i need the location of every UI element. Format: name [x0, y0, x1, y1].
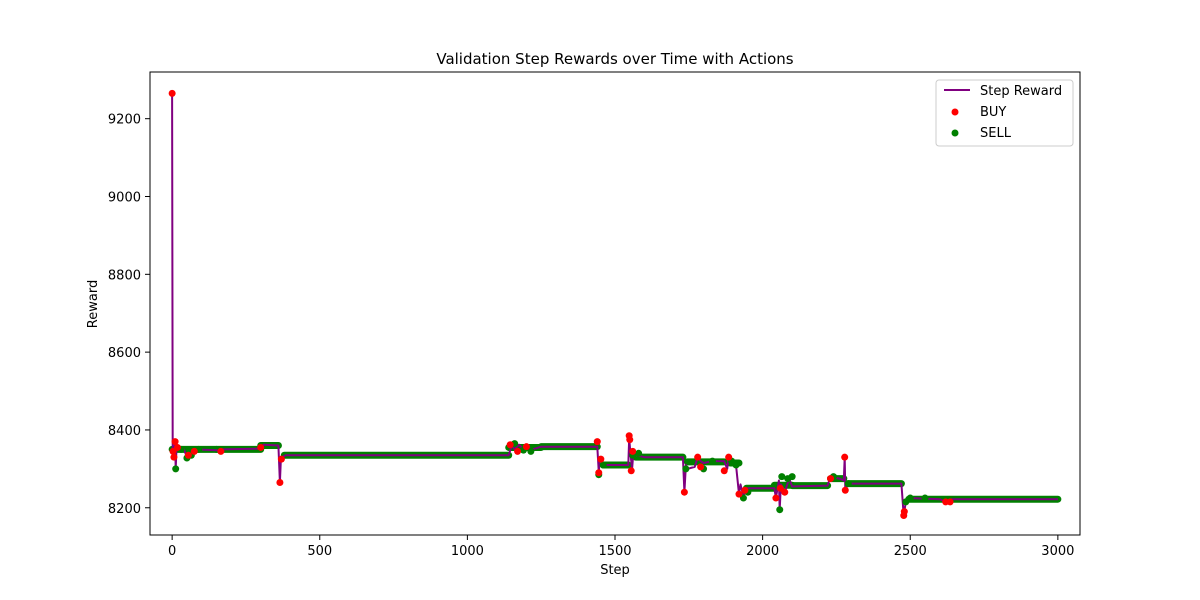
- buy-marker: [680, 488, 688, 496]
- buy-marker: [170, 453, 178, 461]
- buy-marker: [257, 443, 265, 451]
- legend-box: [935, 79, 1074, 147]
- legend-step-reward-label: Step Reward: [980, 84, 1062, 99]
- buy-marker: [626, 436, 634, 444]
- buy-marker: [900, 508, 908, 516]
- x-axis-label: Step: [600, 563, 630, 578]
- x-tick-label: 1500: [598, 544, 631, 559]
- buy-marker: [627, 467, 635, 475]
- y-tick-label: 8800: [108, 268, 141, 283]
- legend-sell-label: SELL: [980, 126, 1012, 141]
- buy-marker: [694, 453, 702, 461]
- y-tick-label: 8600: [108, 346, 141, 361]
- sell-marker: [788, 473, 796, 481]
- x-tick-label: 500: [307, 544, 332, 559]
- buy-marker: [697, 463, 705, 471]
- y-tick-label: 8200: [108, 502, 141, 517]
- legend-buy-swatch: [951, 108, 959, 116]
- buy-marker: [720, 467, 728, 475]
- buy-marker: [276, 478, 284, 486]
- sell-marker: [921, 494, 929, 502]
- buy-marker: [781, 488, 789, 496]
- chart-title: Validation Step Rewards over Time with A…: [436, 50, 793, 68]
- buy-marker: [841, 486, 849, 494]
- sell-marker: [844, 480, 852, 488]
- buy-marker: [772, 494, 780, 502]
- sell-marker: [776, 506, 784, 514]
- buy-marker: [522, 443, 530, 451]
- buy-marker: [171, 438, 179, 446]
- legend: Step Reward BUY SELL: [935, 79, 1074, 147]
- sell-marker: [599, 461, 607, 469]
- y-tick-label: 9200: [108, 113, 141, 128]
- y-tick-label: 9000: [108, 191, 141, 206]
- buy-marker: [593, 438, 601, 446]
- buy-marker: [725, 453, 733, 461]
- sell-marker: [778, 473, 786, 481]
- buy-marker: [735, 490, 743, 498]
- buy-marker: [741, 486, 749, 494]
- buy-marker: [173, 443, 181, 451]
- buy-marker: [506, 441, 514, 449]
- x-tick-label: 3000: [1041, 544, 1074, 559]
- buy-marker: [827, 475, 835, 483]
- buy-marker: [946, 498, 954, 506]
- buy-marker: [597, 455, 605, 463]
- sell-marker: [708, 457, 716, 465]
- y-axis-label: Reward: [86, 280, 101, 328]
- x-tick-label: 2500: [894, 544, 927, 559]
- buy-marker: [841, 453, 849, 461]
- sell-marker: [172, 465, 180, 473]
- buy-marker: [595, 469, 603, 477]
- plot-content: [168, 89, 1062, 520]
- x-tick-label: 0: [168, 544, 176, 559]
- buy-marker: [514, 447, 522, 455]
- sell-marker: [527, 447, 535, 455]
- buy-marker: [184, 451, 192, 459]
- buy-marker: [277, 455, 285, 463]
- sell-marker: [635, 449, 643, 457]
- x-tick-label: 1000: [451, 544, 484, 559]
- sell-marker: [732, 461, 740, 469]
- sell-marker: [906, 494, 914, 502]
- buy-marker: [190, 447, 198, 455]
- buy-marker: [629, 447, 637, 455]
- legend-sell-swatch: [951, 129, 959, 137]
- x-tick-label: 2000: [746, 544, 779, 559]
- y-axis: 8200 8400 8600 8800 9000 9200: [108, 113, 150, 517]
- buy-marker: [168, 89, 176, 97]
- x-axis: 0 500 1000 1500 2000 2500 3000: [168, 535, 1074, 559]
- legend-buy-label: BUY: [980, 105, 1006, 120]
- y-tick-label: 8400: [108, 424, 141, 439]
- buy-marker: [217, 447, 225, 455]
- sell-marker: [682, 465, 690, 473]
